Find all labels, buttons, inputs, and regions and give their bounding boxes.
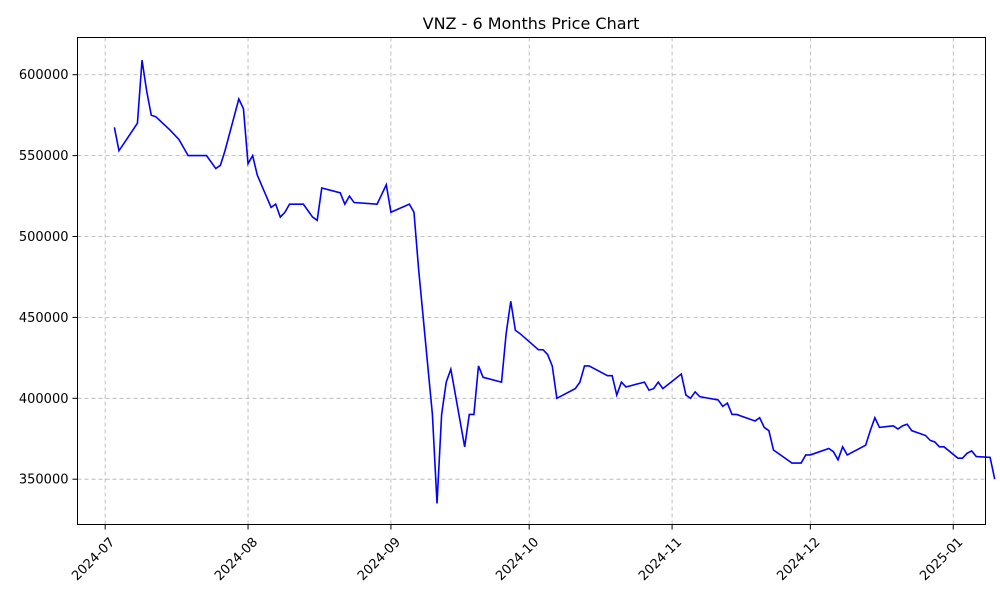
x-tick-label: 2024-09	[355, 535, 404, 584]
x-tick-label: 2024-12	[774, 535, 823, 584]
series-layer	[113, 60, 996, 504]
chart-title: VNZ - 6 Months Price Chart	[423, 14, 640, 33]
y-tick-label: 400000	[19, 392, 69, 407]
x-axis-ticks: 2024-07 2024-08 2024-09 2024-10 2024-11 2024-…	[69, 524, 966, 584]
x-tick-label: 2024-10	[493, 535, 542, 584]
y-tick-label: 550000	[19, 149, 69, 164]
y-tick-label: 450000	[19, 311, 69, 326]
price-series-line	[113, 60, 996, 504]
y-axis-ticks: 350000 400000 450000 500000 550000 600000	[19, 68, 78, 488]
x-tick-label: 2024-07	[69, 535, 118, 584]
x-tick-label: 2024-08	[212, 535, 261, 584]
y-tick-label: 500000	[19, 230, 69, 245]
x-tick-label: 2024-11	[636, 535, 685, 584]
grid-lines	[77, 37, 986, 525]
plot-area-frame	[77, 37, 986, 525]
y-tick-label: 600000	[19, 68, 69, 83]
x-tick-label: 2025-01	[917, 535, 966, 584]
y-tick-label: 350000	[19, 473, 69, 488]
